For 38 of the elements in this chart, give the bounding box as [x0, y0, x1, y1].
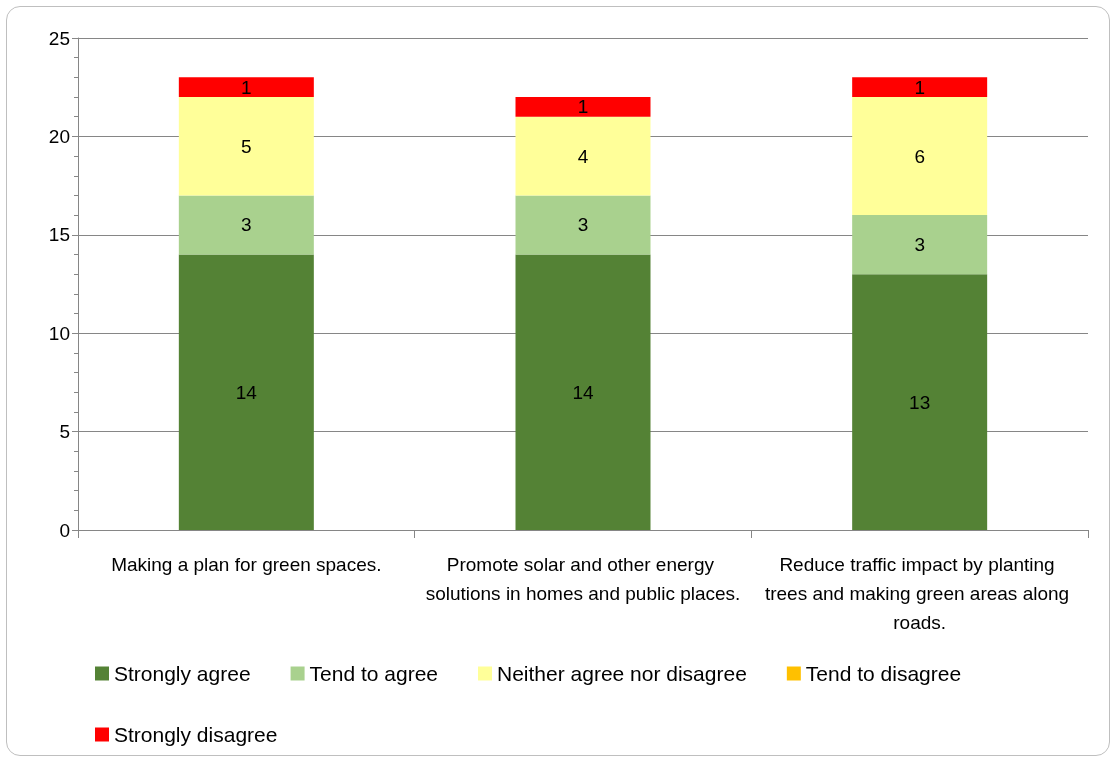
x-tick-label: Promote solar and other energy solutions in homes and public places.	[425, 554, 741, 604]
data-label: 1	[577, 96, 589, 118]
data-label: 3	[241, 214, 252, 236]
y-tick-label: 10	[48, 322, 70, 344]
data-label: 5	[241, 135, 252, 157]
bar	[178, 195, 314, 255]
bar	[852, 77, 988, 98]
data-label: 1	[914, 76, 925, 98]
y-tick-label: 5	[59, 421, 70, 443]
x-tick-label: Reduce traffic impact by planting trees and making green areas along roads.	[764, 554, 1075, 633]
data-label: 4	[577, 145, 589, 167]
data-label: 13	[909, 391, 931, 413]
bar	[515, 195, 651, 255]
bar	[852, 274, 988, 530]
data-label: 14	[572, 381, 594, 403]
bar	[852, 215, 988, 275]
data-label: 14	[235, 381, 258, 403]
bar	[178, 77, 314, 98]
x-tick-label: Making a plan for green spaces.	[111, 554, 382, 575]
bar	[515, 116, 651, 196]
data-label: 6	[914, 145, 925, 167]
y-tick-label: 15	[48, 224, 70, 246]
y-tick-label: 20	[48, 125, 70, 147]
legend-label: Tend to disagree	[805, 662, 962, 685]
bar	[515, 254, 651, 530]
legend-label: Strongly agree	[114, 662, 251, 685]
data-label: 3	[914, 234, 925, 256]
data-label: 1	[241, 76, 252, 98]
bar	[852, 97, 988, 216]
data-label: 3	[577, 214, 589, 236]
bar	[515, 97, 651, 117]
legend-label: Strongly disagree	[114, 723, 278, 746]
legend-label: Neither agree nor disagree	[497, 662, 747, 685]
y-tick-label: 0	[59, 519, 70, 541]
y-tick-label: 25	[48, 27, 70, 49]
bar	[178, 97, 314, 196]
bar	[178, 254, 314, 530]
legend-label: Tend to agree	[309, 662, 439, 685]
